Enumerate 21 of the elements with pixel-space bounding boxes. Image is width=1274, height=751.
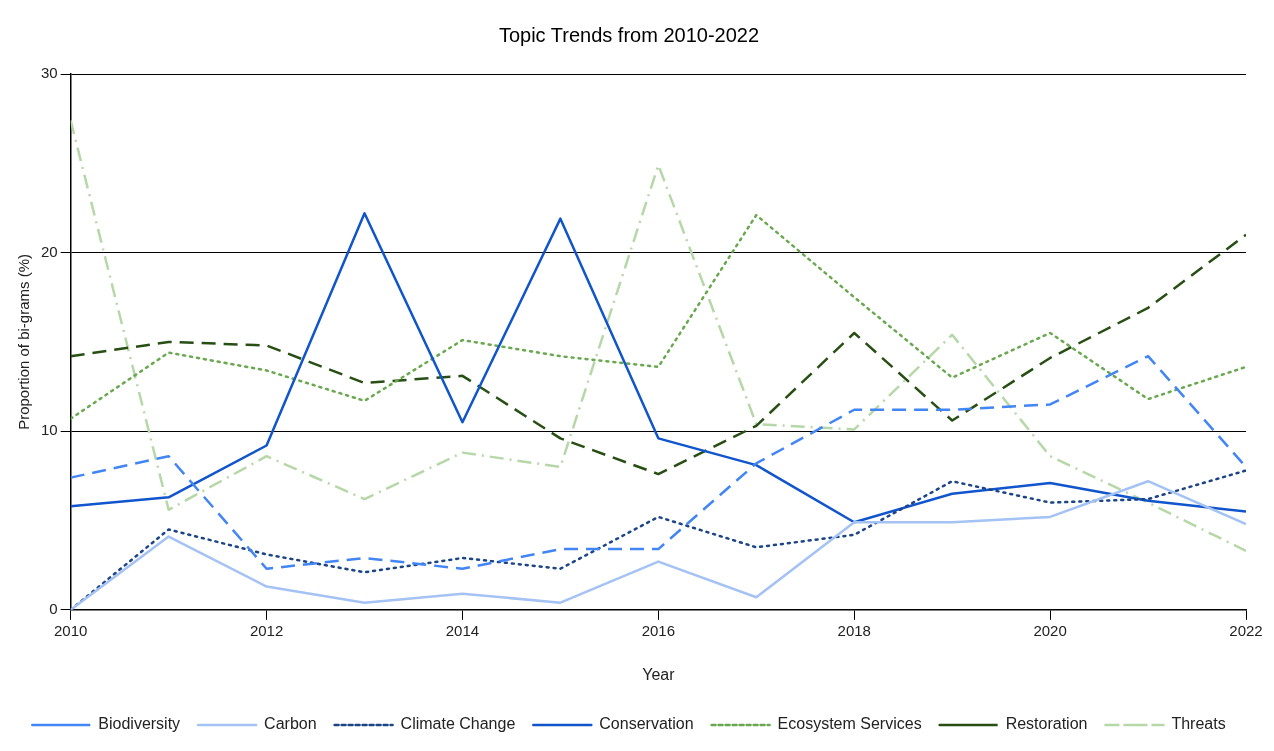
y-tick-label: 10 xyxy=(41,421,58,439)
x-tick-label: 2014 xyxy=(445,621,480,639)
x-tick-label: 2020 xyxy=(1033,621,1067,639)
chart-title: Topic Trends from 2010-2022 xyxy=(498,23,760,46)
x-tick-label: 2010 xyxy=(54,621,88,639)
x-tick-label: 2018 xyxy=(837,621,871,639)
legend-label: Conservation xyxy=(599,715,694,733)
y-tick-label: 0 xyxy=(49,599,58,617)
legend-label: Ecosystem Services xyxy=(777,715,922,733)
legend-label: Biodiversity xyxy=(98,715,181,733)
legend-label: Carbon xyxy=(264,715,317,733)
y-tick-label: 20 xyxy=(41,242,58,260)
legend-label: Climate Change xyxy=(400,715,516,733)
x-tick-label: 2016 xyxy=(641,621,676,639)
y-axis-title: Proportion of bi-grams (%) xyxy=(15,253,33,430)
x-tick-label: 2012 xyxy=(249,621,284,639)
legend-label: Restoration xyxy=(1005,715,1088,733)
legend-label: Threats xyxy=(1171,715,1226,733)
y-tick-label: 30 xyxy=(41,64,58,82)
x-axis-title: Year xyxy=(642,665,676,683)
x-tick-label: 2022 xyxy=(1229,621,1263,639)
